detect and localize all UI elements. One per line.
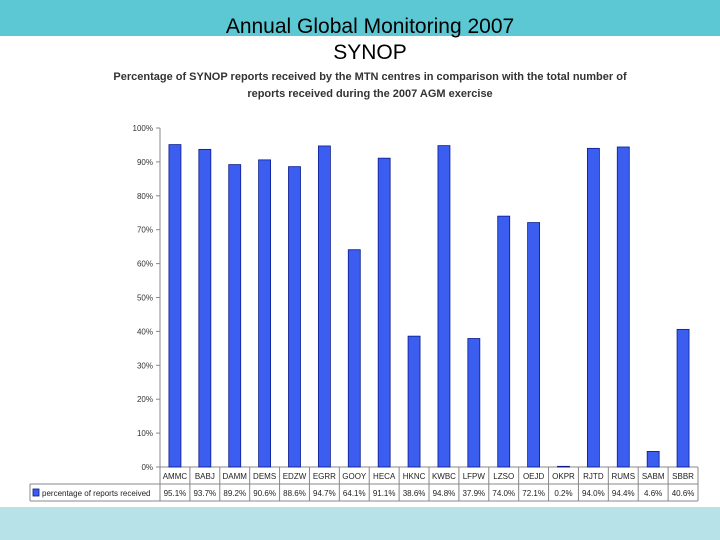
- value-label: 0.2%: [554, 489, 572, 498]
- bar: [228, 164, 242, 468]
- bar: [347, 249, 361, 468]
- value-label: 94.4%: [612, 489, 635, 498]
- bar: [676, 328, 690, 468]
- category-label: GOOY: [342, 472, 367, 481]
- y-tick-label: 60%: [137, 260, 153, 269]
- category-label: HECA: [373, 472, 396, 481]
- bar: [377, 157, 391, 468]
- category-label: SBBR: [672, 472, 694, 481]
- bar: [586, 147, 600, 468]
- chart-title: Percentage of SYNOP reports received by …: [100, 69, 640, 103]
- header-band: [0, 0, 720, 36]
- category-label: LZSO: [493, 472, 514, 481]
- category-label: HKNC: [403, 472, 426, 481]
- category-label: EGRR: [313, 472, 336, 481]
- value-label: 95.1%: [164, 489, 187, 498]
- category-label: AMMC: [163, 472, 188, 481]
- value-label: 64.1%: [343, 489, 366, 498]
- value-label: 88.6%: [283, 489, 306, 498]
- value-label: 40.6%: [672, 489, 695, 498]
- bar: [258, 159, 272, 468]
- y-tick-label: 20%: [137, 395, 153, 404]
- bar: [168, 144, 182, 468]
- footer-band: [0, 507, 720, 540]
- y-tick-label: 70%: [137, 226, 153, 235]
- value-label: 94.8%: [433, 489, 456, 498]
- slide-title-line-1: Annual Global Monitoring 2007: [225, 15, 515, 38]
- category-label: DAMM: [222, 472, 247, 481]
- y-tick-label: 50%: [137, 294, 153, 303]
- bar: [646, 451, 660, 468]
- category-label: OKPR: [552, 472, 575, 481]
- value-label: 4.6%: [644, 489, 662, 498]
- value-label: 91.1%: [373, 489, 396, 498]
- slide-title: Annual Global Monitoring 2007 SYNOP: [0, 14, 720, 66]
- bar: [317, 145, 331, 468]
- y-tick-label: 80%: [137, 192, 153, 201]
- y-tick-label: 40%: [137, 327, 153, 336]
- chart-title-line-1: Percentage of SYNOP reports received by …: [113, 71, 627, 83]
- y-tick-label: 90%: [137, 158, 153, 167]
- bar: [616, 146, 630, 468]
- category-label: LFPW: [463, 472, 486, 481]
- value-label: 38.6%: [403, 489, 426, 498]
- value-label: 94.0%: [582, 489, 605, 498]
- bar: [497, 215, 511, 468]
- category-label: EDZW: [283, 472, 307, 481]
- y-tick-label: 100%: [133, 124, 153, 133]
- bar: [557, 465, 570, 468]
- legend-label: percentage of reports received: [42, 489, 151, 498]
- value-label: 74.0%: [492, 489, 515, 498]
- category-label: KWBC: [432, 472, 456, 481]
- category-label: RUMS: [611, 472, 635, 481]
- legend-swatch: [32, 488, 40, 497]
- category-label: SABM: [642, 472, 665, 481]
- value-label: 94.7%: [313, 489, 336, 498]
- category-label: DEMS: [253, 472, 276, 481]
- slide-title-line-2: SYNOP: [333, 41, 407, 64]
- value-label: 90.6%: [253, 489, 276, 498]
- y-tick-label: 0%: [141, 463, 153, 472]
- y-tick-label: 10%: [137, 429, 153, 438]
- bar: [467, 338, 481, 468]
- value-label: 37.9%: [462, 489, 485, 498]
- bar: [198, 148, 212, 468]
- bar: [527, 222, 541, 468]
- bar: [407, 335, 421, 468]
- bar: [437, 145, 451, 468]
- y-tick-label: 30%: [137, 361, 153, 370]
- category-label: RJTD: [583, 472, 604, 481]
- bar: [288, 166, 301, 468]
- category-label: BABJ: [195, 472, 215, 481]
- value-label: 72.1%: [522, 489, 545, 498]
- value-label: 93.7%: [193, 489, 216, 498]
- category-label: OEJD: [523, 472, 545, 481]
- chart-title-line-2: reports received during the 2007 AGM exe…: [247, 88, 493, 100]
- value-label: 89.2%: [223, 489, 246, 498]
